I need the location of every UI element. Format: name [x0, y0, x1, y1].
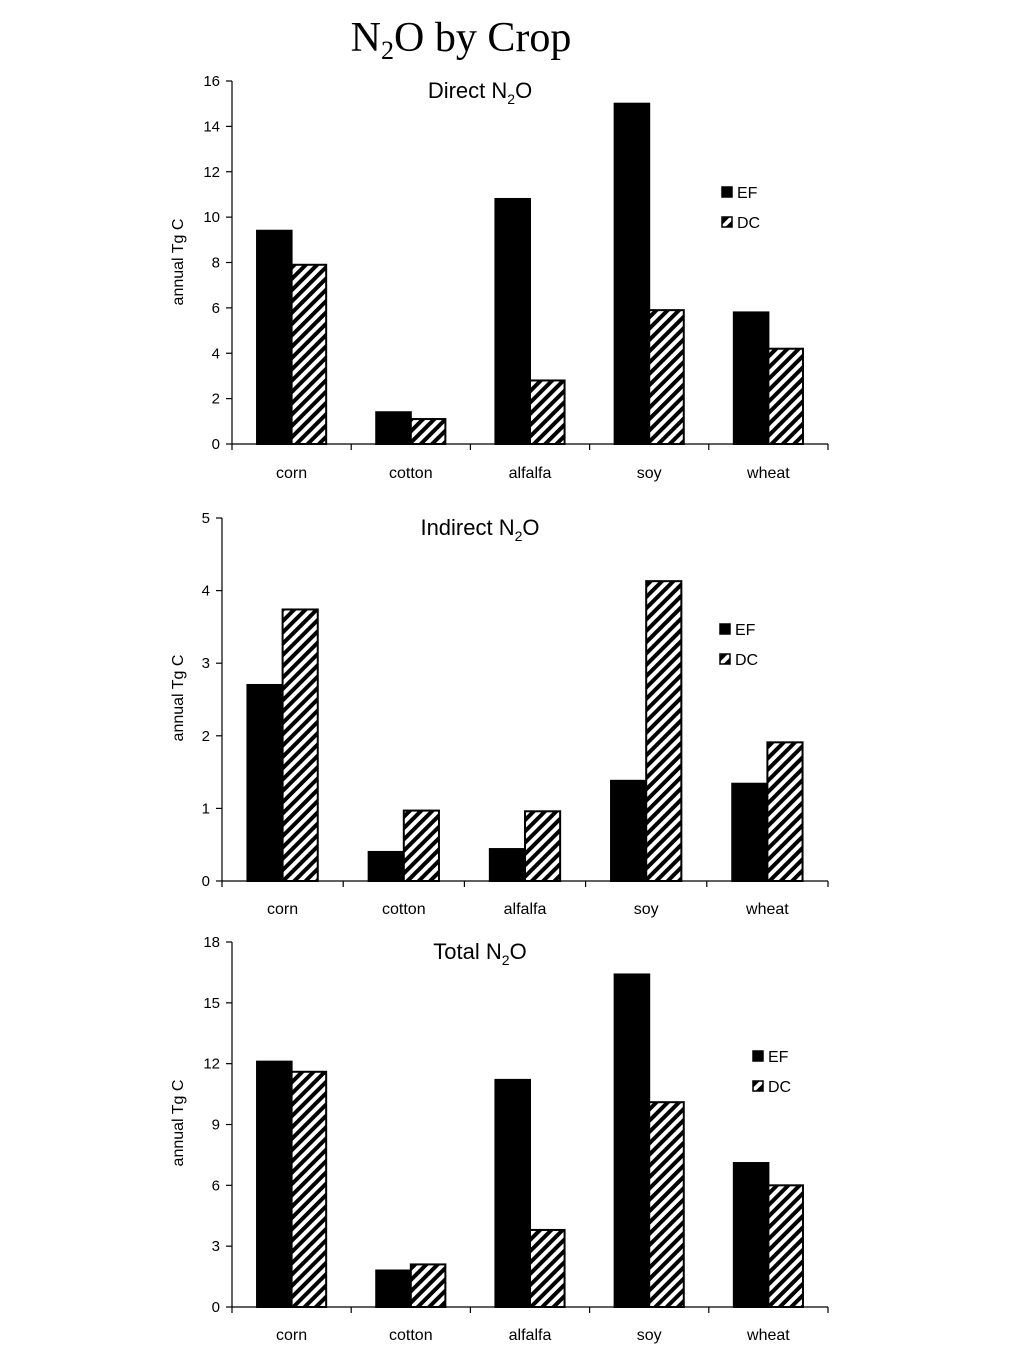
x-tick-label: soy [634, 901, 659, 918]
legend-swatch-dc [752, 1080, 764, 1092]
y-tick-label: 16 [203, 73, 220, 90]
legend-label-ef: EF [737, 185, 758, 202]
y-tick-label: 15 [203, 995, 220, 1012]
bar-dc-corn [281, 608, 319, 882]
bar-ef-wheat [732, 1162, 770, 1308]
x-tick-label: cotton [389, 465, 433, 482]
legend-swatch-dc [719, 653, 731, 665]
bar-ef-corn [256, 1060, 293, 1308]
chart-title-subscript: 2 [507, 91, 515, 107]
x-tick-label: wheat [746, 465, 790, 482]
bar-ef-alfalfa [494, 1078, 532, 1308]
y-tick-label: 0 [212, 436, 220, 453]
y-axis-label: annual Tg C [170, 1080, 187, 1167]
bar-ef-corn [246, 683, 284, 882]
y-tick-label: 0 [212, 1299, 220, 1316]
y-tick-label: 1 [202, 800, 210, 817]
y-tick-label: 8 [212, 255, 220, 272]
bar-ef-alfalfa [488, 848, 526, 882]
x-tick-label: alfalfa [509, 1327, 552, 1344]
bar-dc-wheat [767, 1184, 804, 1308]
bar-dc-cotton [409, 1263, 447, 1308]
y-tick-label: 6 [212, 300, 220, 317]
x-tick-label: wheat [745, 901, 789, 918]
bar-ef-cotton [375, 1269, 412, 1308]
bar-dc-soy [645, 580, 683, 883]
page-title: N2O by Crop [350, 15, 572, 65]
legend-label-dc: DC [768, 1079, 791, 1096]
x-tick-label: wheat [746, 1327, 790, 1344]
chart-title: Total N2O [433, 939, 526, 968]
legend-label-ef: EF [735, 622, 756, 639]
chart-title-suffix: O [522, 515, 539, 540]
bar-ef-cotton [375, 411, 412, 445]
y-tick-label: 18 [203, 934, 220, 951]
y-axis-label: annual Tg C [170, 655, 187, 742]
bar-dc-cotton [402, 809, 440, 882]
x-tick-label: alfalfa [504, 901, 547, 918]
bar-dc-wheat [767, 347, 804, 445]
x-tick-label: corn [276, 465, 307, 482]
y-tick-label: 3 [202, 655, 210, 672]
y-tick-label: 14 [203, 118, 220, 135]
y-tick-label: 4 [212, 345, 220, 362]
legend-swatch-dc [721, 216, 733, 228]
chart-title: Indirect N2O [420, 515, 539, 544]
y-tick-label: 0 [202, 873, 210, 890]
y-tick-label: 3 [212, 1238, 220, 1255]
chart-title-main: Total N [433, 939, 501, 964]
bar-dc-alfalfa [529, 1228, 566, 1309]
y-tick-label: 10 [203, 209, 220, 226]
chart-title-subscript: 2 [515, 528, 523, 544]
x-tick-label: soy [637, 465, 662, 482]
x-tick-label: soy [637, 1327, 662, 1344]
legend-label-dc: DC [737, 215, 760, 232]
bar-dc-wheat [766, 741, 804, 882]
bar-ef-soy [613, 102, 651, 445]
x-tick-label: corn [276, 1327, 307, 1344]
bar-dc-corn [290, 1070, 328, 1308]
y-tick-label: 5 [202, 510, 210, 527]
bar-ef-wheat [731, 782, 769, 882]
legend-swatch-ef [752, 1050, 764, 1062]
bar-dc-cotton [409, 418, 447, 446]
x-tick-label: cotton [382, 901, 426, 918]
bar-dc-soy [648, 309, 685, 445]
x-tick-label: cotton [389, 1327, 433, 1344]
legend-swatch-ef [721, 186, 733, 198]
chart-title-subscript: 2 [502, 952, 510, 968]
chart-title-suffix: O [510, 939, 527, 964]
chart-title: Direct N2O [428, 78, 532, 107]
bar-ef-soy [613, 973, 651, 1308]
y-tick-label: 9 [212, 1117, 220, 1134]
chart-title-suffix: O [515, 78, 532, 103]
bar-ef-cotton [367, 850, 405, 882]
y-tick-label: 2 [202, 728, 210, 745]
y-tick-label: 6 [212, 1177, 220, 1194]
bar-dc-corn [290, 263, 328, 445]
y-tick-label: 12 [203, 164, 220, 181]
chart-title-main: Direct N [428, 78, 507, 103]
bar-dc-soy [648, 1101, 685, 1308]
y-tick-label: 2 [212, 391, 220, 408]
bar-ef-soy [610, 779, 648, 883]
y-tick-label: 4 [202, 583, 210, 600]
bar-dc-alfalfa [524, 810, 562, 882]
x-tick-label: alfalfa [509, 465, 552, 482]
y-tick-label: 12 [203, 1056, 220, 1073]
legend-label-ef: EF [768, 1049, 789, 1066]
bar-ef-alfalfa [494, 197, 532, 445]
chart-title-main: Indirect N [420, 515, 514, 540]
bar-ef-corn [256, 229, 293, 445]
legend-label-dc: DC [735, 652, 758, 669]
bar-dc-alfalfa [529, 379, 566, 446]
legend-swatch-ef [719, 623, 731, 635]
bar-ef-wheat [732, 311, 770, 445]
y-axis-label: annual Tg C [170, 219, 187, 306]
x-tick-label: corn [267, 901, 298, 918]
